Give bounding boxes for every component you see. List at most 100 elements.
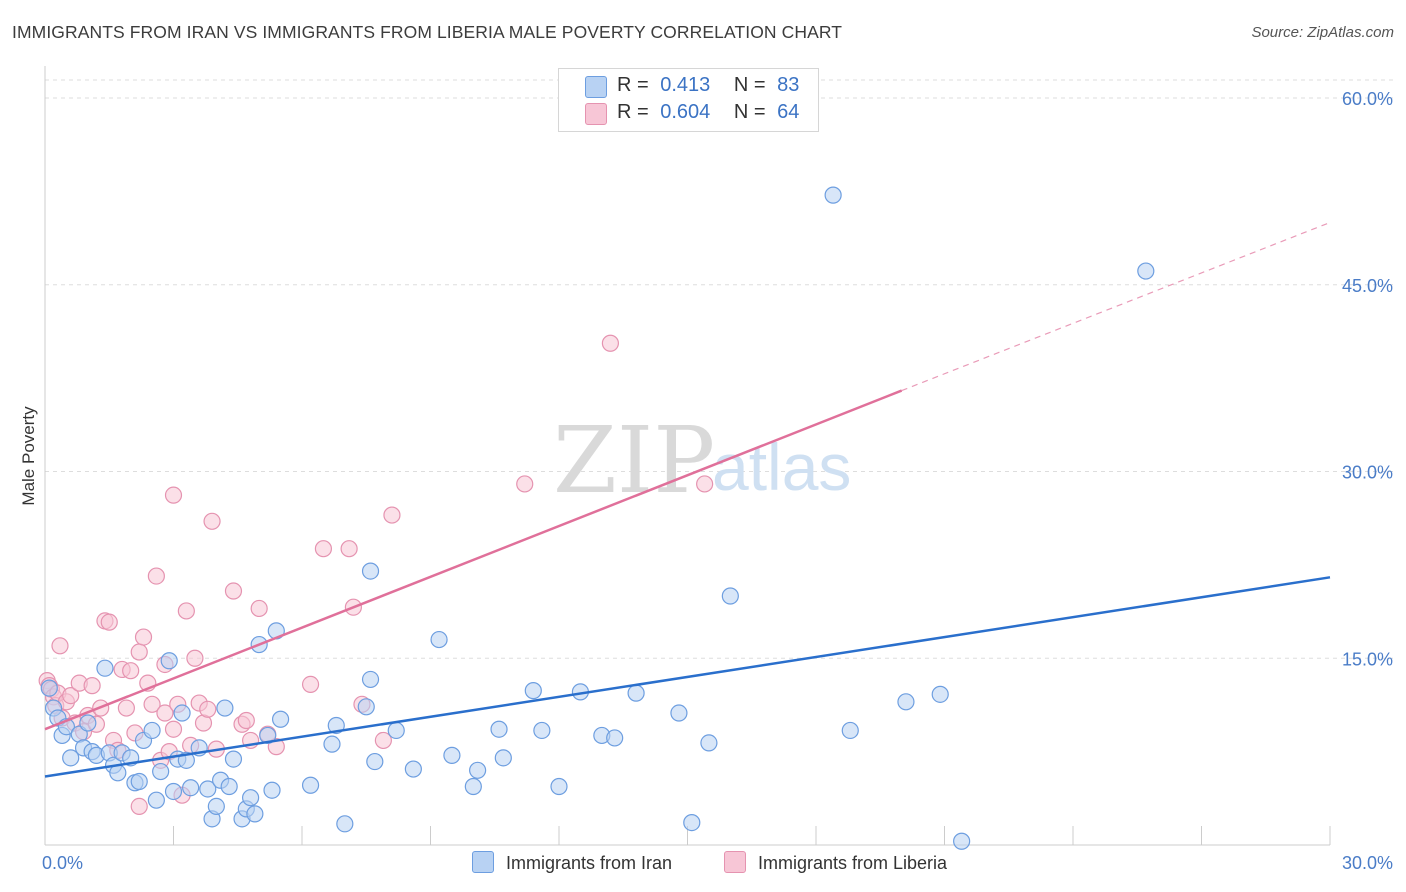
y-tick-label: 45.0% [1342, 276, 1393, 296]
iran-point [271, 710, 290, 728]
liberia-point [601, 334, 620, 352]
iran-point [1137, 262, 1155, 280]
trend-lines [44, 221, 1331, 778]
iran-trend-line [44, 576, 1331, 778]
liberia-point [374, 731, 392, 750]
iran-point [361, 562, 380, 580]
watermark-zip: ZIP [553, 407, 715, 514]
iran-point [464, 777, 482, 796]
liberia-point [340, 540, 358, 558]
iran-point [387, 721, 405, 740]
x-tick-label: 30.0% [1342, 853, 1393, 873]
liberia-trend-extension [901, 221, 1331, 392]
legend-r-value-liberia: 0.604 [660, 101, 711, 123]
source-label: Source: ZipAtlas.com [1251, 24, 1394, 41]
iran-point [301, 776, 320, 794]
watermark-atlas: atlas [712, 430, 851, 504]
iran-point [824, 186, 842, 204]
legend-r-label-iran: R = [617, 74, 649, 96]
liberia-point [130, 643, 148, 661]
iran-point [336, 815, 354, 833]
iran-point [533, 721, 551, 740]
legend-n-value-liberia: 64 [777, 101, 800, 123]
liberia-point [250, 599, 268, 618]
iran-point [130, 772, 148, 791]
liberia-point [199, 700, 217, 718]
iran-point [366, 752, 384, 771]
legend: R = 0.413 N = 83 R = 0.604 N = 64 [558, 68, 819, 132]
liberia-point [83, 677, 101, 695]
bottom-legend-swatch-liberia [724, 851, 746, 873]
iran-point [216, 699, 234, 717]
iran-point [327, 716, 345, 735]
iran-point [550, 777, 568, 796]
liberia-point [516, 475, 534, 493]
liberia-point [164, 720, 183, 738]
bottom-legend-swatch-iran [472, 851, 494, 873]
iran-point [721, 587, 739, 605]
liberia-point [156, 704, 174, 722]
iran-point [259, 726, 277, 745]
liberia-point [186, 649, 204, 667]
bottom-legend-label-liberia: Immigrants from Liberia [758, 853, 948, 873]
liberia-point [62, 686, 80, 705]
iran-point [220, 777, 238, 796]
iran-point [670, 704, 688, 722]
liberia-point [314, 540, 333, 558]
iran-point [469, 761, 487, 779]
liberia-point [122, 662, 140, 680]
iran-point [199, 780, 217, 798]
liberia-point [130, 797, 148, 816]
iran-point [361, 670, 380, 689]
y-axis-label: Male Poverty [19, 406, 38, 506]
iran-point [683, 813, 701, 832]
bottom-legend-liberia: Immigrants from Liberia [724, 851, 947, 874]
iran-point [931, 685, 949, 703]
liberia-point [203, 512, 221, 530]
iran-point [323, 735, 341, 753]
liberia-point [143, 695, 161, 713]
iran-point [404, 760, 422, 778]
iran-point [627, 684, 645, 702]
legend-r-value-iran: 0.413 [660, 74, 711, 96]
iran-point [246, 805, 264, 823]
iran-point [357, 698, 375, 716]
liberia-trend-line [44, 389, 903, 731]
legend-swatch-liberia [585, 103, 607, 125]
bottom-legend-iran: Immigrants from Iran [472, 851, 672, 874]
x-tick-label: 0.0% [42, 853, 83, 873]
bottom-legend-label-iran: Immigrants from Iran [506, 853, 673, 873]
liberia-point [51, 637, 69, 655]
liberia-point [134, 628, 153, 646]
gridlines [45, 79, 1395, 659]
legend-r-label-liberia: R = [617, 101, 649, 123]
legend-swatch-iran [585, 76, 607, 98]
iran-point [443, 746, 461, 764]
y-tick-label: 30.0% [1342, 463, 1393, 483]
liberia-point [177, 602, 195, 620]
iran-point [897, 693, 915, 711]
iran-point [841, 721, 859, 740]
iran-point [40, 679, 58, 697]
iran-point [62, 749, 80, 767]
liberia-point [117, 699, 135, 717]
iran-point [173, 704, 191, 722]
iran-point [164, 782, 183, 801]
iran-point [953, 832, 971, 850]
iran-point [490, 720, 508, 738]
iran-point [160, 652, 178, 670]
liberia-point [164, 486, 183, 504]
liberia-point [301, 675, 320, 693]
iran-point [147, 791, 165, 809]
iran-point [207, 797, 225, 816]
iran-point [224, 750, 243, 768]
liberia-point [696, 475, 714, 493]
legend-n-label-liberia: N = [733, 101, 766, 123]
chart-title: IMMIGRANTS FROM IRAN VS IMMIGRANTS FROM … [12, 22, 843, 42]
iran-point [606, 729, 624, 747]
iran-point [700, 734, 718, 752]
liberia-point [100, 613, 118, 631]
iran-points [40, 186, 1155, 850]
iran-point [524, 682, 542, 700]
iran-point [263, 781, 281, 799]
